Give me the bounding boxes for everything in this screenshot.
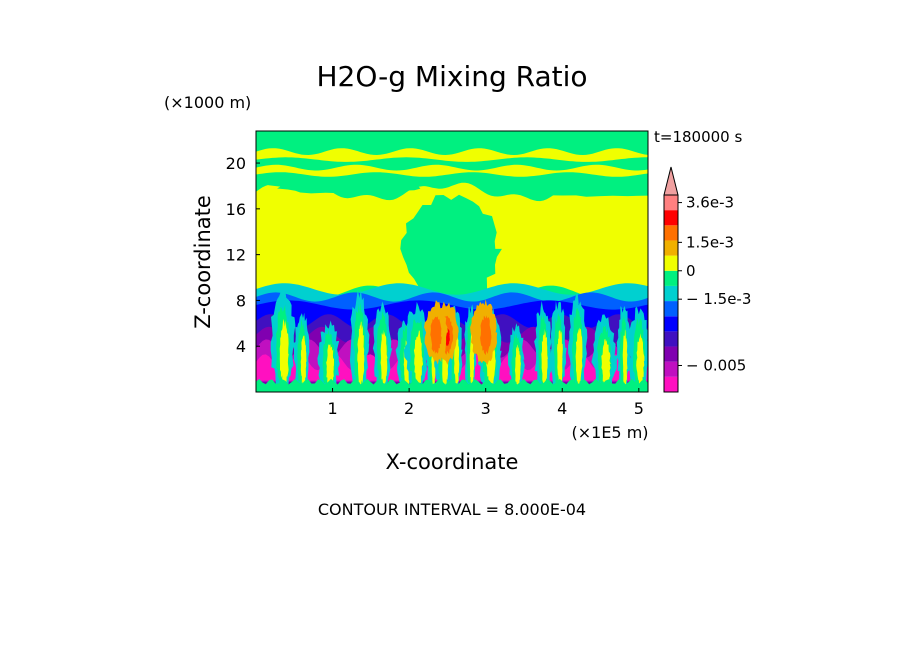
- colorbar-label: − 1.5e-3: [686, 290, 751, 308]
- field-yellow-band: [256, 164, 648, 177]
- field-plume-yellow: [357, 321, 365, 390]
- field-plume-yellow: [557, 329, 563, 388]
- y-axis-unit: (×1000 m): [164, 93, 251, 112]
- field-plume-yellow: [636, 333, 645, 390]
- y-axis-label: Z-coordinate: [191, 195, 215, 329]
- colorbar-segment: [664, 225, 678, 241]
- time-label: t=180000 s: [654, 128, 742, 146]
- plot-area: [256, 131, 648, 392]
- x-axis-ticks: 1 2 3 4 5: [327, 388, 644, 418]
- colorbar-segment: [664, 285, 678, 302]
- field-plume-yellow: [541, 328, 548, 388]
- y-tick-label: 20: [226, 154, 246, 173]
- x-tick-label: 2: [404, 399, 414, 418]
- chart-title: H2O-g Mixing Ratio: [316, 60, 587, 93]
- colorbar-segment: [664, 361, 678, 377]
- x-tick-label: 1: [327, 399, 337, 418]
- field-green-patch: [509, 180, 648, 197]
- colorbar-segment: [664, 376, 678, 392]
- field-plume-yellow: [380, 329, 388, 389]
- field-plume-darkorange: [430, 316, 442, 354]
- field-surface-layer: [256, 378, 648, 392]
- field-green-plume: [400, 194, 502, 304]
- colorbar-segment: [664, 331, 678, 347]
- field-plume-yellow: [601, 338, 611, 389]
- colorbar-segment: [664, 240, 678, 256]
- colorbar-extend-triangle: [663, 166, 679, 196]
- field-yellow-band: [256, 148, 648, 162]
- colorbar-label: − 0.005: [686, 356, 746, 374]
- field-plume-darkorange: [480, 315, 492, 356]
- contour-field: [256, 131, 648, 392]
- field-plume-yellow: [413, 330, 423, 388]
- colorbar-label: 3.6e-3: [686, 194, 734, 212]
- colorbar-label: 0: [686, 262, 696, 280]
- field-plume-yellow: [469, 330, 475, 389]
- y-axis-ticks: 4 8 12 16 20: [226, 154, 260, 356]
- contour-interval-note: CONTOUR INTERVAL = 8.000E-04: [318, 500, 586, 519]
- y-tick-label: 8: [236, 291, 246, 310]
- colorbar-segment: [664, 195, 678, 211]
- colorbar-segment: [664, 346, 678, 362]
- colorbar-label: 1.5e-3: [686, 233, 734, 251]
- field-green-patch: [264, 172, 429, 195]
- field-plume-yellow: [622, 329, 628, 386]
- colorbar-segment: [664, 255, 678, 271]
- colorbar-segment: [664, 316, 678, 332]
- x-tick-label: 3: [481, 399, 491, 418]
- field-plume-yellow: [326, 344, 334, 389]
- colorbar-segment: [664, 210, 678, 226]
- x-tick-label: 4: [557, 399, 567, 418]
- x-axis-unit: (×1E5 m): [571, 423, 648, 442]
- x-axis-label: X-coordinate: [386, 450, 519, 474]
- colorbar: 3.6e-3 1.5e-3 0 − 1.5e-3 − 0.005: [663, 166, 751, 393]
- colorbar-segment: [664, 301, 678, 317]
- field-green-band: [256, 131, 648, 146]
- field-plume-yellow: [279, 318, 289, 388]
- y-tick-label: 12: [226, 246, 246, 265]
- x-tick-label: 5: [634, 399, 644, 418]
- y-tick-label: 16: [226, 200, 246, 219]
- field-plume-yellow: [575, 327, 583, 389]
- y-tick-label: 4: [236, 337, 246, 356]
- field-plume-yellow: [514, 344, 521, 389]
- field-plume-yellow: [300, 335, 307, 389]
- colorbar-segment: [664, 270, 678, 286]
- plot-frame: [255, 130, 649, 393]
